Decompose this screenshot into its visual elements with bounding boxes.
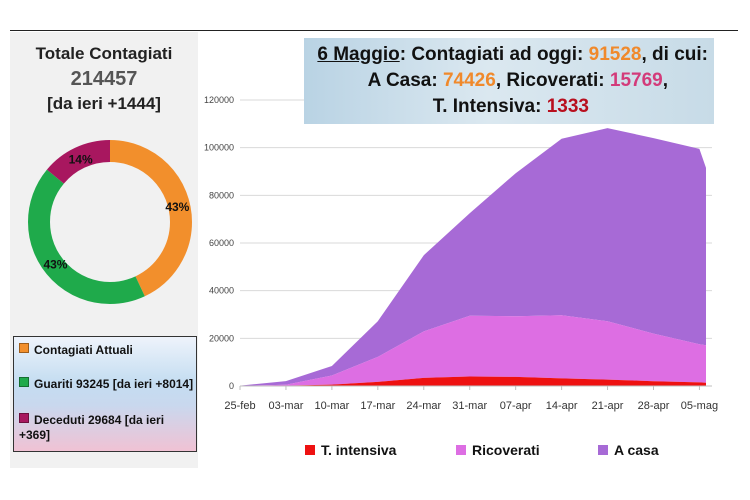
x-tick-label-9: 28-apr (638, 400, 670, 412)
donut-label-2: 14% (69, 153, 93, 167)
total-value: 214457 (70, 68, 138, 90)
donut-slice-2 (28, 140, 192, 304)
x-tick-label-2: 10-mar (314, 400, 349, 412)
x-tick-label-3: 17-mar (360, 400, 395, 412)
donut-label-1: 43% (43, 257, 67, 271)
chart-legend-swatch-intensiva (305, 445, 315, 455)
donut-slice-1 (28, 140, 192, 304)
legend-item-attuali: Contagiati Attuali (19, 343, 133, 358)
legend-label-attuali: Contagiati Attuali (34, 343, 133, 357)
y-tick-label-3: 60000 (209, 238, 234, 248)
x-tick-label-1: 03-mar (269, 400, 304, 412)
legend-label-deceduti: Deceduti 29684 [da ieri +369] (19, 413, 165, 442)
donut-legend: Contagiati Attuali Guariti 93245 [da ier… (13, 336, 197, 452)
chart-legend-ricoverati: Ricoverati (456, 442, 540, 458)
top-rule (10, 30, 738, 31)
chart-legend-casa: A casa (598, 442, 659, 458)
chart-legend-swatch-casa (598, 445, 608, 455)
banner-text-1: : Contagiati ad oggi: (399, 44, 589, 65)
area-t-intensiva (240, 376, 706, 386)
y-tick-label-5: 100000 (204, 143, 234, 153)
legend-item-guariti: Guariti 93245 [da ieri +8014] (19, 377, 193, 392)
y-tick-label-2: 40000 (209, 286, 234, 296)
banner-total: 91528 (588, 44, 642, 65)
x-tick-label-6: 07-apr (500, 400, 532, 412)
banner-text-6: T. Intensiva: (432, 96, 547, 117)
donut-label-0: 43% (165, 200, 189, 214)
x-tick-label-8: 21-apr (592, 400, 624, 412)
chart-legend-label-intensiva: T. intensiva (321, 442, 397, 458)
summary-banner: 6 Maggio: Contagiati ad oggi: 91528, di … (304, 38, 714, 124)
x-tick-label-10: 05-mag (681, 400, 718, 412)
y-tick-label-1: 20000 (209, 333, 234, 343)
legend-swatch-deceduti (19, 413, 29, 423)
banner-text-2: , di cui: (641, 44, 709, 65)
area-a-casa (240, 128, 706, 386)
y-tick-label-0: 0 (229, 381, 234, 391)
legend-swatch-attuali (19, 343, 29, 353)
area-ricoverati (240, 315, 706, 386)
x-tick-label-5: 31-mar (452, 400, 487, 412)
legend-item-deceduti: Deceduti 29684 [da ieri +369] (19, 413, 189, 443)
total-delta: [da ieri +1444] (47, 94, 161, 113)
banner-ricoverati: 15769 (609, 70, 663, 91)
x-tick-label-4: 24-mar (406, 400, 441, 412)
banner-text-5: , (662, 70, 668, 91)
y-tick-label-4: 80000 (209, 190, 234, 200)
banner-text-4: , Ricoverati: (495, 70, 610, 91)
donut-chart: 43% 43% 14% (28, 140, 192, 304)
chart-legend-label-ricoverati: Ricoverati (472, 442, 540, 458)
x-tick-label-0: 25-feb (224, 400, 255, 412)
banner-line-1: 6 Maggio: Contagiati ad oggi: 91528, di … (304, 44, 714, 66)
banner-line-2: A Casa: 74426, Ricoverati: 15769, (304, 70, 714, 92)
banner-intensiva: 1333 (546, 96, 589, 117)
banner-date: 6 Maggio (317, 44, 400, 65)
banner-casa: 74426 (442, 70, 496, 91)
x-tick-label-7: 14-apr (546, 400, 578, 412)
y-tick-label-6: 120000 (204, 95, 234, 105)
chart-legend-intensiva: T. intensiva (305, 442, 396, 458)
chart-legend-label-casa: A casa (614, 442, 659, 458)
legend-swatch-guariti (19, 377, 29, 387)
summary-panel: Totale Contagiati 214457 [da ieri +1444]… (10, 32, 198, 468)
banner-line-3: T. Intensiva: 1333 (304, 96, 714, 118)
chart-legend-swatch-ricoverati (456, 445, 466, 455)
total-title: Totale Contagiati (35, 44, 173, 63)
banner-text-3: A Casa: (367, 70, 443, 91)
legend-label-guariti: Guariti 93245 [da ieri +8014] (34, 377, 194, 391)
